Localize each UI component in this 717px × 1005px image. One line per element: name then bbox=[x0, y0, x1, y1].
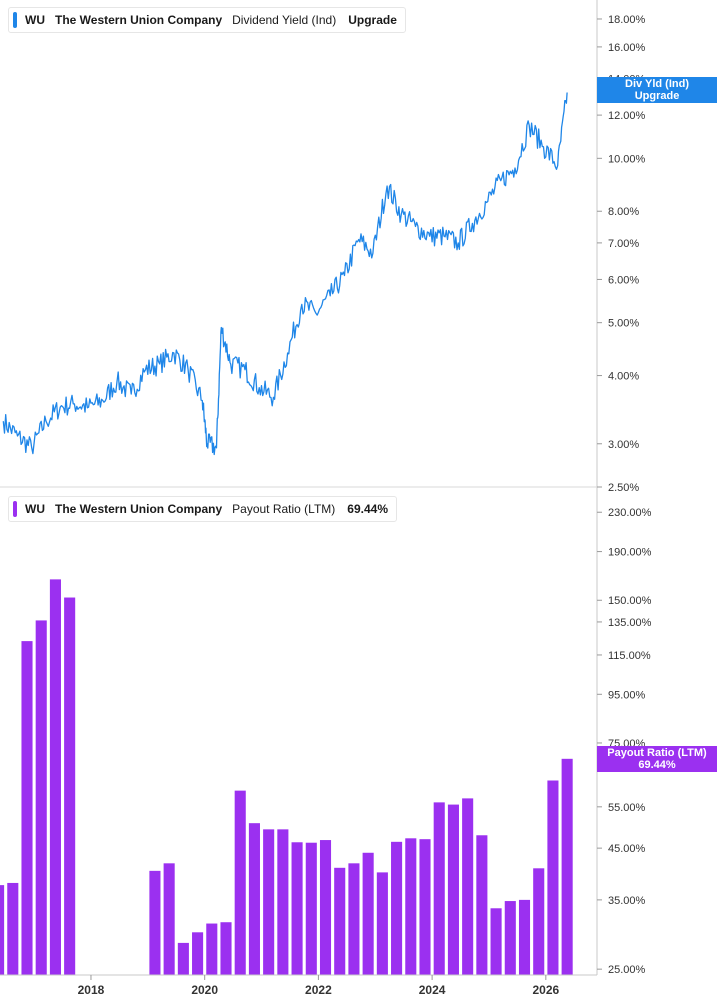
payout-ratio-bar bbox=[362, 852, 374, 975]
dividend-yield-chart bbox=[2, 92, 568, 456]
y-tick-label: 8.00% bbox=[608, 206, 639, 218]
payout-ratio-bar bbox=[462, 798, 474, 975]
payout-ratio-bar bbox=[64, 597, 76, 975]
tag-value: Upgrade bbox=[634, 90, 680, 102]
tag-value: 69.44% bbox=[638, 759, 676, 771]
payout-ratio-bar bbox=[305, 842, 317, 975]
payout-ratio-bar bbox=[490, 908, 502, 975]
legend-ticker: WU bbox=[25, 13, 45, 27]
dividend-yield-tag[interactable]: Div Yld (Ind) Upgrade bbox=[597, 77, 717, 103]
payout-ratio-bar bbox=[533, 868, 545, 975]
payout-ratio-bar bbox=[206, 923, 218, 975]
y-tick-label: 95.00% bbox=[608, 689, 646, 701]
y-tick-label: 4.00% bbox=[608, 371, 639, 383]
y-tick-label: 190.00% bbox=[608, 547, 652, 559]
y-tick-label: 135.00% bbox=[608, 617, 652, 629]
payout-ratio-bar bbox=[149, 870, 161, 975]
y-tick-label: 18.00% bbox=[608, 14, 646, 26]
payout-ratio-bar bbox=[476, 835, 488, 975]
payout-ratio-bar bbox=[192, 932, 204, 975]
payout-ratio-bar bbox=[0, 885, 5, 975]
tag-label: Div Yld (Ind) bbox=[625, 78, 689, 90]
payout-ratio-bar bbox=[391, 841, 403, 975]
payout-ratio-tag: Payout Ratio (LTM) 69.44% bbox=[597, 746, 717, 772]
legend-upgrade-link[interactable]: Upgrade bbox=[348, 13, 397, 27]
payout-ratio-bar bbox=[163, 863, 175, 975]
payout-ratio-bar bbox=[248, 823, 260, 975]
x-tick-label: 2026 bbox=[532, 983, 559, 997]
y-tick-label: 12.00% bbox=[608, 110, 646, 122]
legend-ticker: WU bbox=[25, 502, 45, 516]
payout-ratio-chart bbox=[0, 579, 573, 975]
series-color-swatch bbox=[13, 12, 17, 28]
y-tick-label: 55.00% bbox=[608, 802, 646, 814]
legend-dividend-yield: WU The Western Union Company Dividend Yi… bbox=[8, 7, 406, 33]
tag-label: Payout Ratio (LTM) bbox=[607, 747, 707, 759]
y-tick-label: 115.00% bbox=[608, 650, 651, 662]
dividend-yield-line bbox=[2, 92, 568, 456]
x-tick-label: 2024 bbox=[419, 983, 446, 997]
payout-ratio-bar bbox=[49, 579, 61, 975]
legend-metric: Payout Ratio (LTM) bbox=[232, 502, 336, 516]
y-tick-label: 10.00% bbox=[608, 153, 646, 165]
x-tick-label: 2022 bbox=[305, 983, 332, 997]
payout-ratio-bar bbox=[7, 882, 19, 975]
payout-ratio-bar bbox=[177, 942, 189, 975]
payout-ratio-bar bbox=[220, 922, 232, 975]
y-tick-label: 230.00% bbox=[608, 507, 652, 519]
payout-ratio-bar bbox=[405, 838, 417, 975]
legend-company: The Western Union Company bbox=[55, 502, 223, 516]
y-tick-label: 16.00% bbox=[608, 42, 646, 54]
y-tick-label: 45.00% bbox=[608, 843, 646, 855]
payout-ratio-bar bbox=[21, 641, 33, 975]
series-color-swatch bbox=[13, 501, 17, 517]
axes: 18.00%16.00%14.00%12.00%10.00%8.00%7.00%… bbox=[0, 0, 652, 997]
y-tick-label: 5.00% bbox=[608, 318, 639, 330]
payout-ratio-bar bbox=[348, 863, 360, 975]
y-tick-label: 35.00% bbox=[608, 895, 646, 907]
x-tick-label: 2020 bbox=[191, 983, 218, 997]
x-tick-label: 2018 bbox=[78, 983, 105, 997]
y-tick-label: 2.50% bbox=[608, 482, 639, 494]
y-tick-label: 7.00% bbox=[608, 238, 639, 250]
payout-ratio-bar bbox=[277, 829, 289, 975]
y-tick-label: 25.00% bbox=[608, 964, 646, 976]
legend-payout-ratio: WU The Western Union Company Payout Rati… bbox=[8, 496, 397, 522]
legend-company: The Western Union Company bbox=[55, 13, 223, 27]
payout-ratio-bar bbox=[291, 842, 303, 975]
y-tick-label: 3.00% bbox=[608, 439, 639, 451]
legend-current-value: 69.44% bbox=[347, 502, 388, 516]
payout-ratio-bar bbox=[334, 867, 346, 975]
payout-ratio-bar bbox=[234, 790, 246, 975]
payout-ratio-bar bbox=[433, 802, 445, 975]
payout-ratio-bar bbox=[447, 804, 459, 975]
payout-ratio-bar bbox=[35, 620, 47, 975]
payout-ratio-bar bbox=[263, 829, 275, 975]
payout-ratio-bar bbox=[518, 899, 531, 975]
payout-ratio-bar bbox=[419, 839, 431, 975]
payout-ratio-bar bbox=[504, 901, 516, 975]
payout-ratio-bar bbox=[376, 872, 388, 975]
payout-ratio-bar bbox=[547, 780, 559, 975]
payout-ratio-bar bbox=[561, 758, 573, 975]
y-tick-label: 6.00% bbox=[608, 274, 639, 286]
legend-metric: Dividend Yield (Ind) bbox=[232, 13, 337, 27]
y-tick-label: 150.00% bbox=[608, 595, 652, 607]
payout-ratio-bar bbox=[319, 840, 332, 975]
